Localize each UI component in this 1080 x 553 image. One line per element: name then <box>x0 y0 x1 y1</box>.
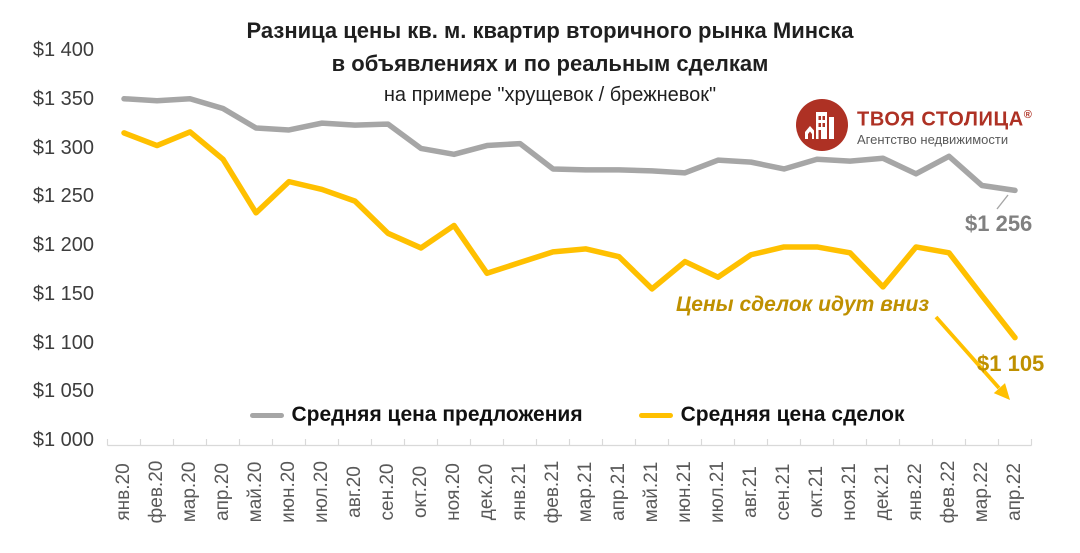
x-tick-label: ноя.21 <box>839 463 860 521</box>
x-tick-label: мар.21 <box>575 461 596 523</box>
x-tick-label: апр.20 <box>212 463 233 521</box>
chart-subtitle: на примере "хрущевок / брежневок" <box>383 84 717 106</box>
x-tick-label: май.20 <box>245 461 266 523</box>
y-tick-label: $1 050 <box>32 380 94 403</box>
x-tick-label: сен.20 <box>377 463 398 521</box>
legend: Средняя цена предложения Средняя цена сд… <box>74 403 1080 427</box>
x-tick-label: сен.21 <box>773 463 794 521</box>
x-tick-label: фев.20 <box>146 460 167 524</box>
registered-mark: ® <box>1023 109 1033 122</box>
brand-name: ТВОЯ СТОЛИЦА® <box>857 103 1033 132</box>
offer-series-swatch <box>249 412 284 418</box>
brand-name-text: ТВОЯ СТОЛИЦА <box>857 108 1024 131</box>
x-tick-label: июн.20 <box>278 461 299 523</box>
x-tick-label: июл.21 <box>707 461 728 523</box>
y-tick-label: $1 000 <box>32 429 94 451</box>
brand-logo: ТВОЯ СТОЛИЦА® Агентство недвижимости <box>796 99 1033 151</box>
chart-title-block: Разница цены кв. м. квартир вторичного р… <box>110 14 990 111</box>
brand-logo-text: ТВОЯ СТОЛИЦА® Агентство недвижимости <box>857 103 1033 147</box>
y-tick-label: $1 350 <box>32 87 94 110</box>
deal-series-end-label: $1 105 <box>977 351 1045 376</box>
x-tick-label: мар.20 <box>179 461 200 523</box>
buildings-icon <box>796 99 848 151</box>
x-tick-label: ноя.20 <box>443 463 464 521</box>
legend-item-offer: Средняя цена предложения <box>249 403 583 427</box>
x-tick-label: дек.21 <box>872 463 893 521</box>
x-tick-label: авг.20 <box>344 466 365 518</box>
offer-series-end-label: $1 256 <box>965 211 1033 236</box>
legend-label-deal: Средняя цена сделок <box>680 403 905 426</box>
x-tick-label: янв.21 <box>509 463 530 521</box>
x-tick-label: дек.20 <box>476 463 497 521</box>
x-tick-label: июл.20 <box>311 461 332 523</box>
x-tick-label: окт.21 <box>806 465 827 519</box>
legend-label-offer: Средняя цена предложения <box>291 403 583 426</box>
chart-title-line1: Разница цены кв. м. квартир вторичного р… <box>246 18 854 43</box>
x-tick-label: май.21 <box>641 461 662 523</box>
y-tick-label: $1 400 <box>32 39 94 61</box>
x-tick-label: фев.22 <box>938 460 959 524</box>
y-tick-label: $1 150 <box>32 282 94 305</box>
y-tick-label: $1 200 <box>32 234 94 256</box>
brand-tagline: Агентство недвижимости <box>857 131 1009 147</box>
y-tick-label: $1 250 <box>32 185 94 208</box>
x-tick-label: июн.21 <box>674 461 695 523</box>
x-tick-label: янв.20 <box>113 463 134 521</box>
y-tick-label: $1 100 <box>32 331 94 354</box>
legend-item-deal: Средняя цена сделок <box>638 403 905 427</box>
x-tick-label: янв.22 <box>905 463 926 521</box>
y-tick-label: $1 300 <box>32 136 94 159</box>
x-tick-label: апр.22 <box>1004 463 1025 521</box>
deal-series-swatch <box>638 412 673 418</box>
chart-title-line2: в объявлениях и по реальным сделкам <box>331 51 769 76</box>
x-tick-label: окт.20 <box>410 465 431 519</box>
annotation-text: Цены сделок идут вниз <box>676 293 930 316</box>
x-tick-label: апр.21 <box>608 463 629 521</box>
x-tick-label: мар.22 <box>971 461 992 523</box>
x-tick-label: фев.21 <box>542 460 563 524</box>
x-tick-label: авг.21 <box>740 466 761 518</box>
